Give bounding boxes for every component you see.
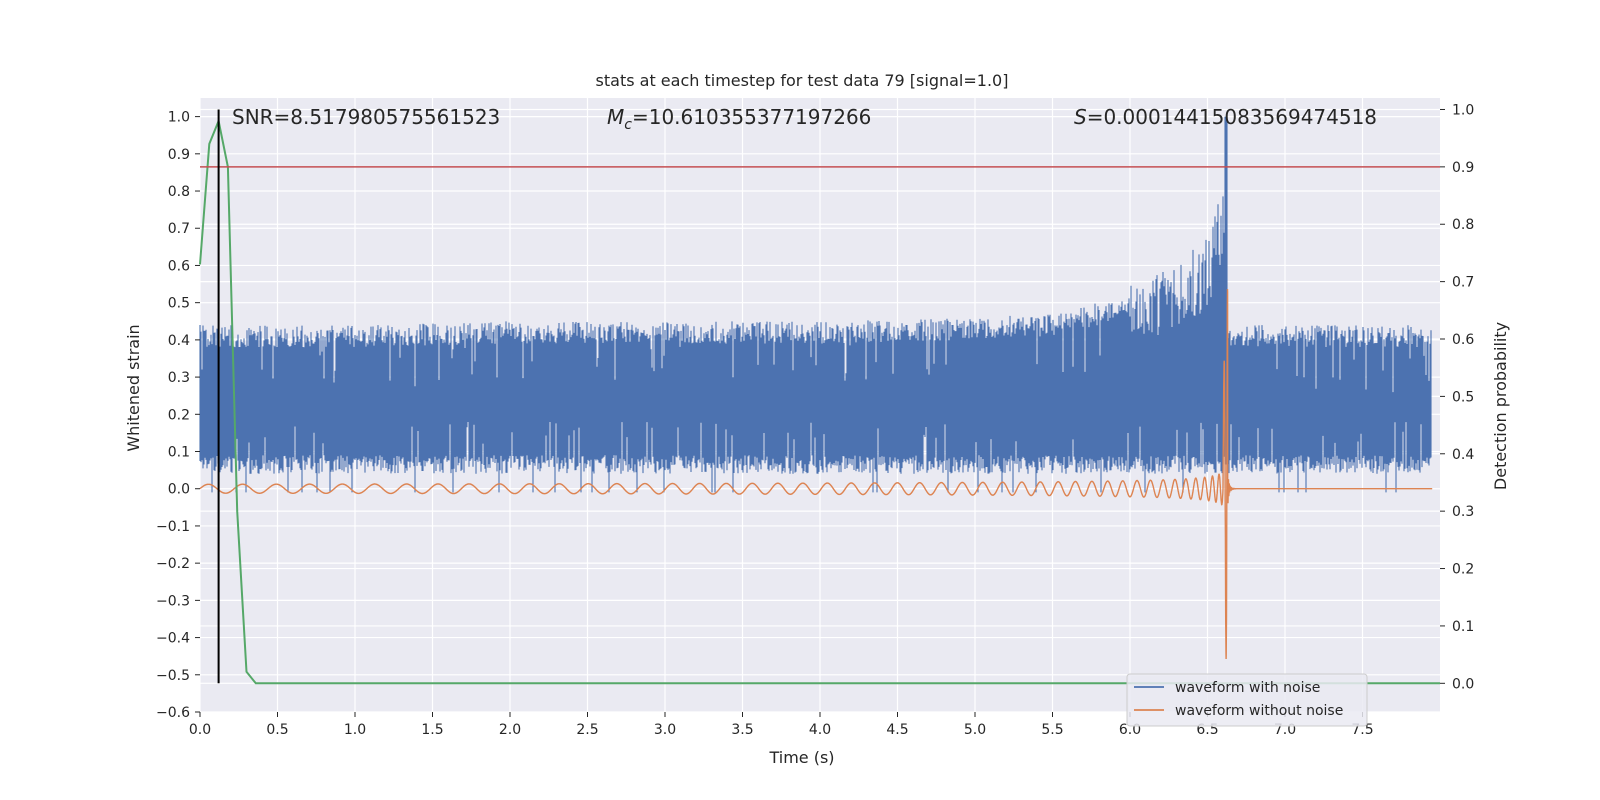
- right-tick-label: 0.1: [1452, 619, 1474, 635]
- right-tick-label: 0.5: [1452, 389, 1474, 405]
- s-symbol: S: [1074, 105, 1087, 129]
- left-tick-label: −0.3: [156, 593, 190, 609]
- x-tick-label: 5.0: [964, 722, 986, 738]
- series-waveform-with-noise: [199, 116, 1432, 493]
- s-value: =0.00014415083569474518: [1087, 105, 1377, 129]
- left-tick-label: 0.0: [168, 482, 190, 498]
- left-axis-ticks: −0.6 −0.5 −0.4 −0.3 −0.2 −0.1 0.0 0.1 0.2 0.3 0.4 0…: [156, 110, 200, 721]
- right-tick-label: 0.0: [1452, 676, 1474, 692]
- right-tick-label: 0.9: [1452, 160, 1474, 176]
- x-tick-label: 1.5: [421, 722, 443, 738]
- left-tick-label: 0.5: [168, 296, 190, 312]
- x-tick-label: 5.5: [1041, 722, 1063, 738]
- legend-entry-noise: waveform with noise: [1175, 680, 1320, 696]
- mc-symbol: M: [607, 105, 624, 129]
- legend: waveform with noise waveform without noi…: [1126, 673, 1368, 727]
- x-tick-label: 0.0: [189, 722, 211, 738]
- right-tick-label: 0.7: [1452, 275, 1474, 291]
- x-tick-label: 1.0: [344, 722, 366, 738]
- left-axis-label: Whitened strain: [124, 324, 143, 451]
- right-tick-label: 0.2: [1452, 562, 1474, 578]
- left-tick-label: 0.2: [168, 407, 190, 423]
- legend-entry-clean: waveform without noise: [1175, 703, 1343, 719]
- right-tick-label: 0.3: [1452, 504, 1474, 520]
- left-tick-label: 0.6: [168, 258, 190, 274]
- series-waveform-without-noise: [199, 288, 1433, 660]
- probability-line: [199, 117, 1440, 685]
- snr-annotation: SNR=8.517980575561523: [232, 105, 500, 129]
- right-axis-label: Detection probability: [1491, 322, 1510, 490]
- left-tick-label: 0.1: [168, 445, 190, 461]
- right-tick-label: 1.0: [1452, 102, 1474, 118]
- x-tick-label: 3.5: [731, 722, 753, 738]
- left-tick-label: −0.6: [156, 705, 190, 721]
- x-tick-label: 0.5: [266, 722, 288, 738]
- right-axis-ticks: 0.0 0.1 0.2 0.3 0.4 0.5 0.6 0.7 0.8 0.9 1.0: [1440, 102, 1474, 692]
- left-tick-label: −0.2: [156, 556, 190, 572]
- s-annotation: S=0.00014415083569474518: [1074, 105, 1377, 129]
- left-tick-label: 0.3: [168, 370, 190, 386]
- x-tick-label: 2.5: [576, 722, 598, 738]
- x-tick-label: 2.0: [499, 722, 521, 738]
- chart-title: stats at each timestep for test data 79 …: [596, 71, 1009, 90]
- mc-annotation: Mc=10.610355377197266: [607, 105, 871, 133]
- right-tick-label: 0.8: [1452, 217, 1474, 233]
- legend-box: [1126, 673, 1368, 727]
- left-tick-label: 0.7: [168, 221, 190, 237]
- noise-waveform-path: [199, 116, 1432, 493]
- x-axis-label: Time (s): [768, 748, 834, 767]
- right-tick-label: 0.6: [1452, 332, 1474, 348]
- right-tick-label: 0.4: [1452, 447, 1474, 463]
- left-tick-label: −0.4: [156, 631, 190, 647]
- left-tick-label: 0.9: [168, 147, 190, 163]
- left-tick-label: −0.5: [156, 668, 190, 684]
- clean-waveform-path: [199, 288, 1433, 660]
- left-tick-label: 0.8: [168, 184, 190, 200]
- mc-subscript: c: [624, 117, 632, 133]
- left-tick-label: −0.1: [156, 519, 190, 535]
- left-tick-label: 1.0: [168, 110, 190, 126]
- left-tick-label: 0.4: [168, 333, 190, 349]
- x-tick-label: 4.5: [886, 722, 908, 738]
- x-tick-label: 4.0: [809, 722, 831, 738]
- mc-value: =10.610355377197266: [632, 105, 871, 129]
- x-tick-label: 3.0: [654, 722, 676, 738]
- series-detection-probability: [199, 109, 1440, 685]
